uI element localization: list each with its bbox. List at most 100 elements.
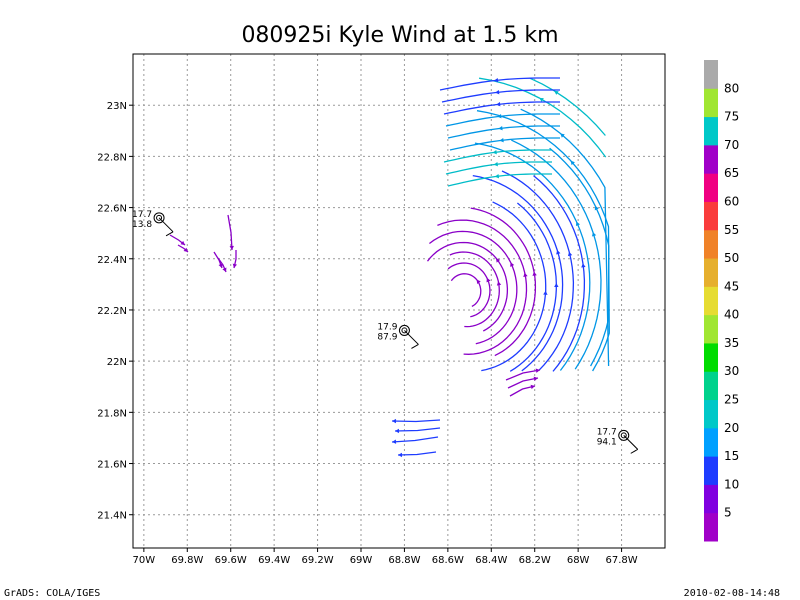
streamline-arrow xyxy=(554,90,559,95)
streamline-arrow xyxy=(496,281,502,286)
streamline-arrow xyxy=(498,126,503,131)
streamline-arrow xyxy=(539,97,544,102)
grid-lines xyxy=(133,54,665,548)
streamline xyxy=(449,137,560,151)
wind-barb-staff xyxy=(404,330,419,345)
x-tick-label: 69W xyxy=(350,555,373,566)
streamline xyxy=(227,214,233,251)
streamline-arrow xyxy=(497,114,502,119)
streamline xyxy=(507,377,539,389)
streamline-arrow xyxy=(495,258,501,263)
streamline-arrow xyxy=(523,272,528,277)
colorbar-segment xyxy=(704,60,718,89)
footer-left: GrADS: COLA/IGES xyxy=(4,588,100,599)
streamline-arrow xyxy=(398,452,403,458)
streamline xyxy=(509,385,536,397)
chart-title: 080925i Kyle Wind at 1.5 km xyxy=(241,23,558,48)
wind-barb-staff xyxy=(158,217,174,233)
streamline-arrow xyxy=(183,247,188,252)
colorbar-segment xyxy=(704,144,718,174)
streamline-arrow xyxy=(392,439,397,444)
y-tick-label: 21.6N xyxy=(97,460,127,471)
streamline xyxy=(443,101,560,115)
streamline-arrow xyxy=(494,173,500,179)
footer-right: 2010-02-08-14:48 xyxy=(684,588,780,599)
colorbar-segment xyxy=(704,286,718,316)
streamline xyxy=(391,436,439,443)
station-label-bottom: 94.1 xyxy=(597,437,617,447)
y-tick-label: 22N xyxy=(107,357,127,368)
streamline xyxy=(441,89,560,103)
colorbar-label: 50 xyxy=(724,251,739,265)
colorbar-segment xyxy=(704,201,718,231)
streamline xyxy=(445,161,552,175)
x-tick-label: 69.8W xyxy=(171,555,203,566)
station-label-bottom: 87.9 xyxy=(377,332,397,342)
streamline xyxy=(549,147,610,367)
streamline-arrow xyxy=(554,283,559,288)
colorbar-segment xyxy=(704,371,718,401)
streamline-arrow xyxy=(495,90,500,95)
x-axis-ticks: 70W 69.8W 69.6W 69.4W 69.2W 69W 68.8W 68.6W 68.4… xyxy=(133,548,638,566)
streamline xyxy=(447,262,491,318)
colorbar-segment xyxy=(704,427,718,457)
streamline xyxy=(529,77,606,136)
streamline-arrow xyxy=(535,368,540,373)
streamline-arrow xyxy=(499,137,504,143)
streamline xyxy=(429,230,518,345)
station-center xyxy=(156,214,163,221)
streamline xyxy=(447,125,560,139)
colorbar-label: 55 xyxy=(724,223,739,237)
streamline-arrow xyxy=(567,251,573,257)
streamline xyxy=(511,139,602,370)
streamline-arrow xyxy=(532,271,537,276)
colorbar-label: 65 xyxy=(724,166,739,180)
colorbar-label: 15 xyxy=(724,449,739,463)
colorbar-segment xyxy=(704,512,718,542)
streamline xyxy=(397,451,437,456)
streamline-arrow xyxy=(560,133,565,138)
streamline xyxy=(470,207,537,357)
colorbar-label: 25 xyxy=(724,393,739,407)
y-tick-label: 21.4N xyxy=(97,511,127,522)
y-tick-label: 23N xyxy=(107,101,127,112)
colorbar-label: 75 xyxy=(724,110,739,124)
streamline xyxy=(426,241,509,332)
colorbar-segment xyxy=(704,258,718,287)
colorbar-segment xyxy=(704,399,718,429)
x-tick-label: 69.6W xyxy=(215,555,247,566)
streamline xyxy=(445,113,560,127)
x-tick-label: 68.4W xyxy=(475,555,507,566)
colorbar-label: 40 xyxy=(724,308,739,322)
streamline-arrow xyxy=(395,428,400,434)
station-label-top: 17.7 xyxy=(132,210,152,220)
colorbar: 5 10 15 20 25 30 35 40 45 50 55 60 65 70 75 80 xyxy=(704,60,739,542)
streamline-arrow xyxy=(575,221,580,227)
streamline-arrow xyxy=(392,418,397,424)
streamline xyxy=(509,202,557,372)
streamline-arrow xyxy=(222,267,227,272)
y-tick-label: 22.4N xyxy=(97,255,127,266)
colorbar-label: 70 xyxy=(724,138,739,152)
streamline xyxy=(447,173,552,187)
streamline xyxy=(533,175,586,372)
colorbar-label: 5 xyxy=(724,506,732,520)
streamline-arrow xyxy=(232,263,238,268)
streamline xyxy=(478,77,607,158)
plot-frame xyxy=(132,53,666,549)
colorbar-segment xyxy=(704,229,718,259)
x-tick-label: 69.2W xyxy=(301,555,333,566)
streamline-arrow xyxy=(510,262,515,267)
colorbar-segment xyxy=(704,456,718,485)
streamline-arrow xyxy=(581,263,586,268)
wind-barb xyxy=(411,344,419,349)
x-tick-label: 69.4W xyxy=(258,555,290,566)
streamline xyxy=(505,369,541,381)
streamline xyxy=(394,427,441,432)
wind-barb-staff xyxy=(623,435,639,450)
y-axis-ticks: 21.4N 21.6N 21.8N 22N 22.2N 22.4N 22.6N 22.8N 23… xyxy=(97,101,133,522)
streamline xyxy=(437,219,528,355)
colorbar-label: 35 xyxy=(724,336,739,350)
streamline-arrow xyxy=(492,149,497,155)
